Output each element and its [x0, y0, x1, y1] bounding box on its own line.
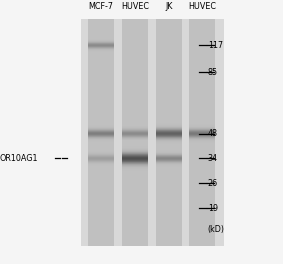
Bar [122, 19, 148, 246]
Text: OR10AG1: OR10AG1 [0, 154, 38, 163]
Text: 34: 34 [208, 154, 218, 163]
Text: 117: 117 [208, 41, 223, 50]
Text: HUVEC: HUVEC [188, 2, 216, 11]
Bar [156, 19, 182, 246]
Bar [88, 19, 113, 246]
Text: JK: JK [166, 2, 173, 11]
Bar [81, 19, 224, 246]
Text: MCF-7: MCF-7 [88, 2, 113, 11]
Bar [189, 19, 215, 246]
Text: 19: 19 [208, 204, 218, 213]
Text: 48: 48 [208, 129, 218, 138]
Text: 85: 85 [208, 68, 218, 77]
Text: (kD): (kD) [208, 225, 225, 234]
Text: 26: 26 [208, 179, 218, 188]
Text: HUVEC: HUVEC [121, 2, 149, 11]
